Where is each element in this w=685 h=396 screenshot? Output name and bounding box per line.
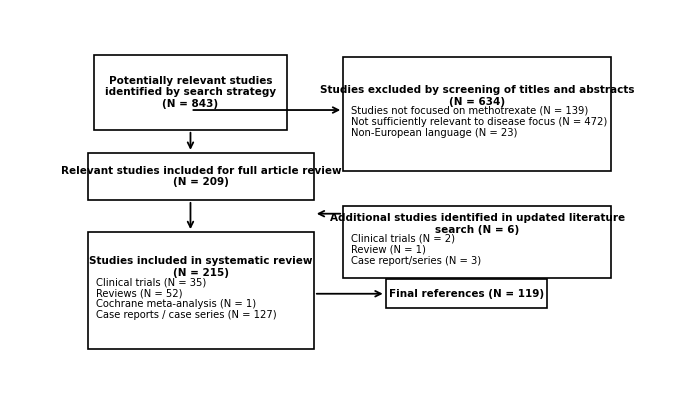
FancyBboxPatch shape — [386, 279, 547, 308]
Text: Studies excluded by screening of titles and abstracts: Studies excluded by screening of titles … — [320, 85, 634, 95]
Text: Final references (N = 119): Final references (N = 119) — [389, 289, 544, 299]
Text: Relevant studies included for full article review: Relevant studies included for full artic… — [61, 166, 341, 175]
Text: identified by search strategy: identified by search strategy — [105, 88, 276, 97]
Text: Cochrane meta-analysis (N = 1): Cochrane meta-analysis (N = 1) — [96, 299, 256, 309]
Text: (N = 634): (N = 634) — [449, 97, 506, 107]
Text: Reviews (N = 52): Reviews (N = 52) — [96, 288, 183, 298]
Text: Case report/series (N = 3): Case report/series (N = 3) — [351, 256, 481, 266]
FancyBboxPatch shape — [88, 232, 314, 349]
FancyBboxPatch shape — [88, 153, 314, 200]
Text: (N = 843): (N = 843) — [162, 99, 219, 109]
FancyBboxPatch shape — [343, 206, 611, 278]
Text: Studies not focused on methotrexate (N = 139): Studies not focused on methotrexate (N =… — [351, 106, 588, 116]
Text: (N = 209): (N = 209) — [173, 177, 229, 187]
Text: Non-European language (N = 23): Non-European language (N = 23) — [351, 128, 517, 138]
FancyBboxPatch shape — [343, 57, 611, 171]
FancyBboxPatch shape — [94, 55, 288, 130]
Text: Clinical trials (N = 2): Clinical trials (N = 2) — [351, 234, 455, 244]
Text: Case reports / case series (N = 127): Case reports / case series (N = 127) — [96, 310, 277, 320]
Text: Review (N = 1): Review (N = 1) — [351, 245, 426, 255]
Text: search (N = 6): search (N = 6) — [435, 225, 519, 235]
Text: Clinical trials (N = 35): Clinical trials (N = 35) — [96, 277, 206, 287]
Text: Potentially relevant studies: Potentially relevant studies — [109, 76, 272, 86]
Text: Not sufficiently relevant to disease focus (N = 472): Not sufficiently relevant to disease foc… — [351, 117, 608, 127]
Text: (N = 215): (N = 215) — [173, 268, 229, 278]
Text: Additional studies identified in updated literature: Additional studies identified in updated… — [329, 213, 625, 223]
Text: Studies included in systematic review: Studies included in systematic review — [89, 257, 313, 267]
